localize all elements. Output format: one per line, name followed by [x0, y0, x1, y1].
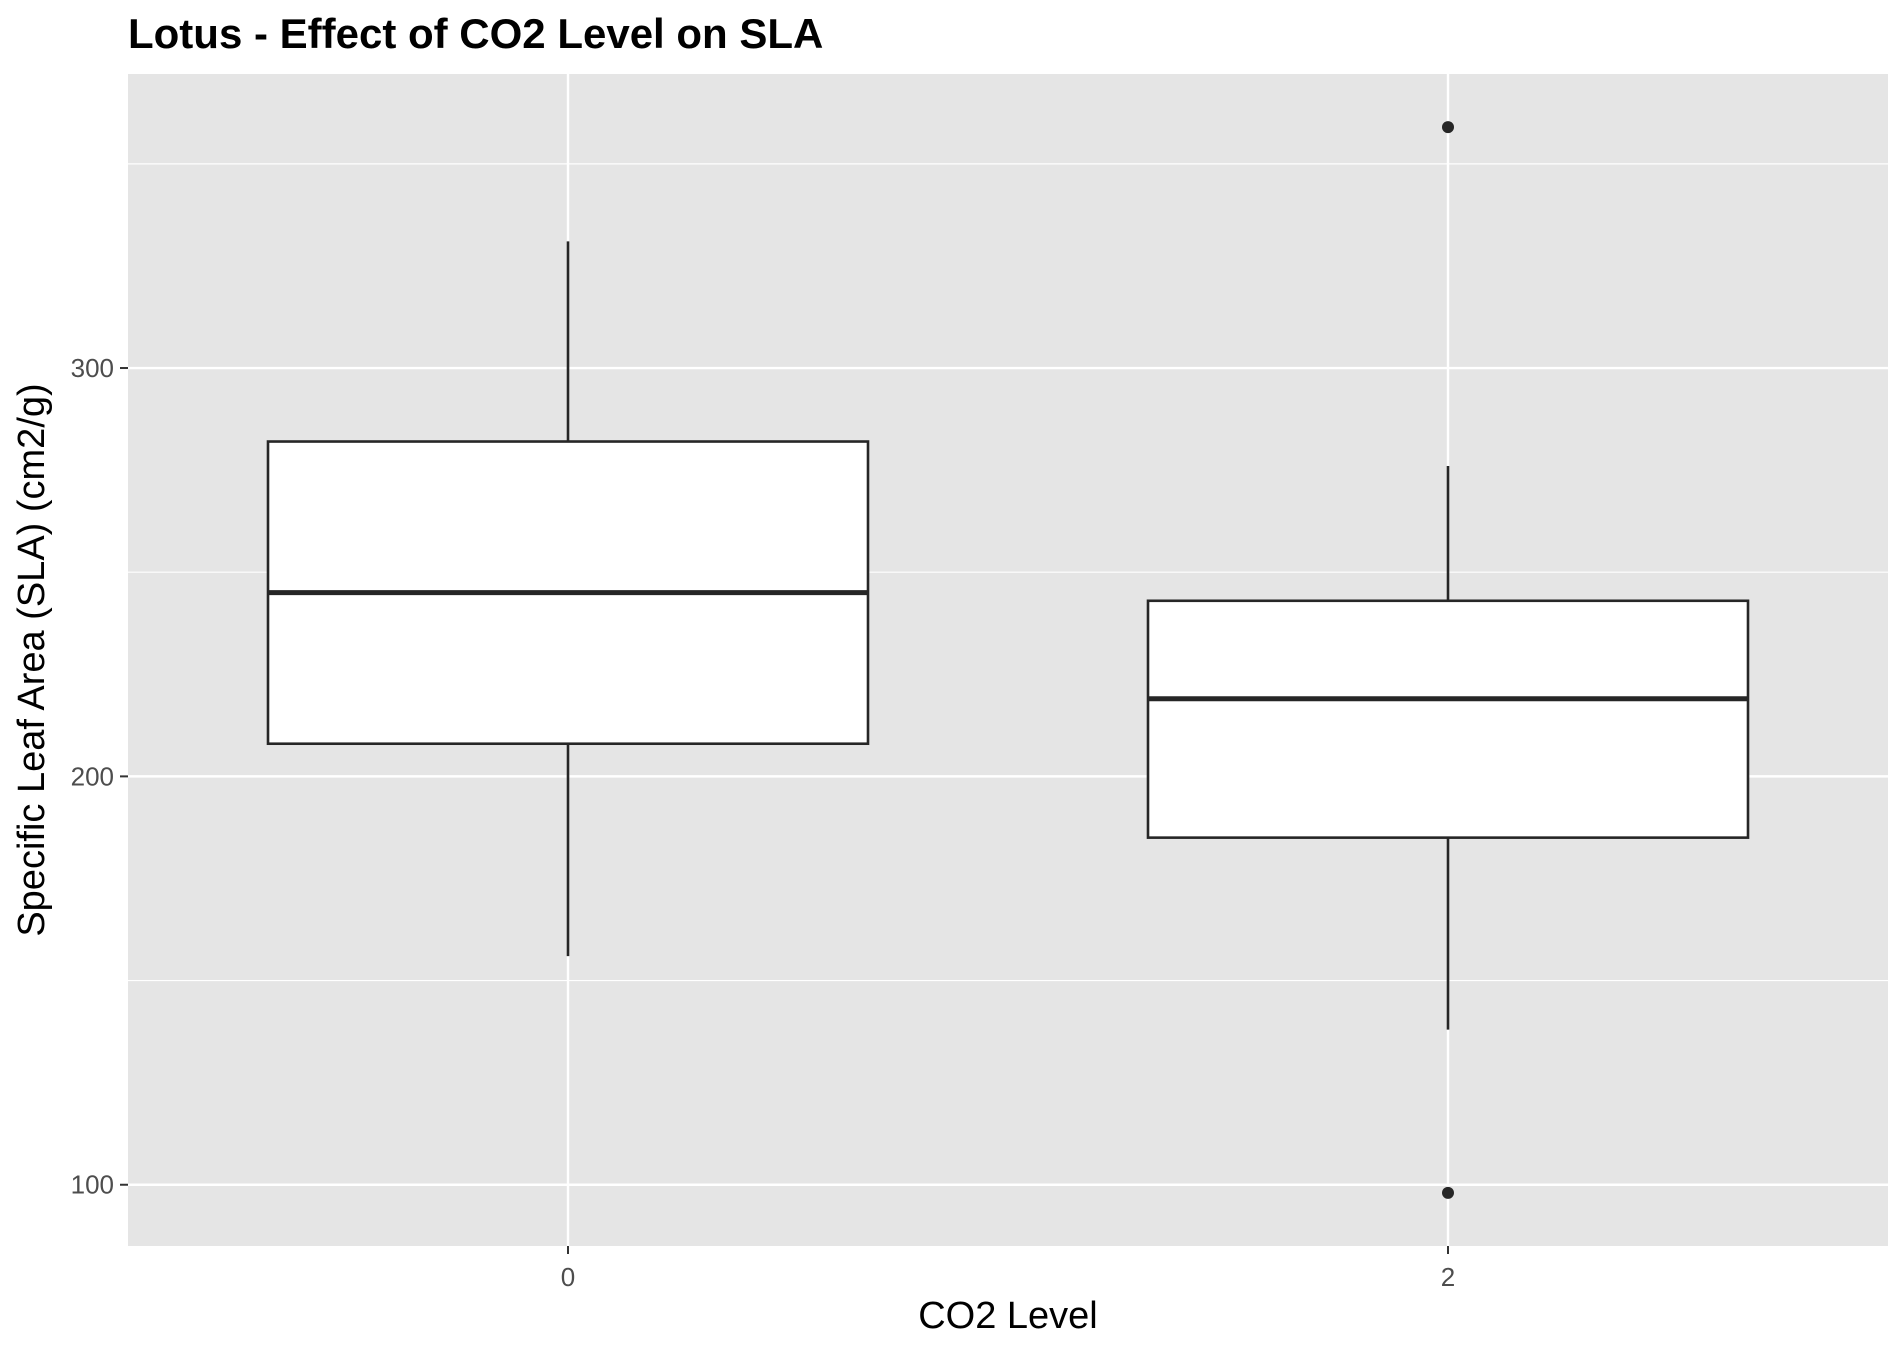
axes: 100 200 300 0 2 [71, 353, 1456, 1292]
y-tick-label: 100 [71, 1170, 114, 1200]
box-body [1146, 599, 1750, 839]
boxes [266, 121, 1750, 1199]
outlier-point [1442, 1186, 1454, 1199]
chart-title: Lotus - Effect of CO2 Level on SLA [128, 10, 823, 57]
x-tick-label: 2 [1441, 1262, 1455, 1292]
y-axis-title: Specific Leaf Area (SLA) (cm2/g) [11, 383, 53, 936]
outlier-point [1442, 121, 1454, 134]
grid-lines [128, 74, 1888, 1246]
x-tick-label: 0 [561, 1262, 575, 1292]
x-axis-title: CO2 Level [918, 1295, 1098, 1337]
y-tick-label: 200 [71, 761, 114, 791]
y-tick-label: 300 [71, 353, 114, 383]
box-2 [1146, 121, 1750, 1199]
box-0 [266, 241, 870, 957]
